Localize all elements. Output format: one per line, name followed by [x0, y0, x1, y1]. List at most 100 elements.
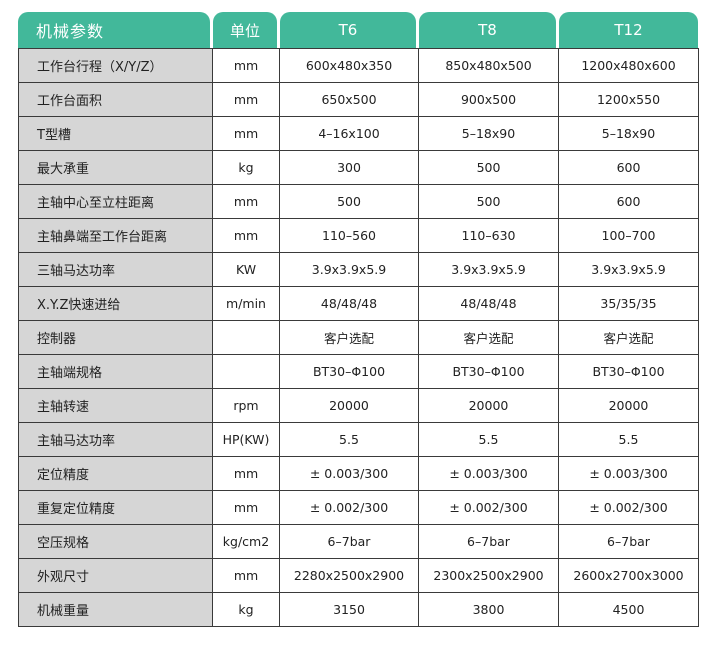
- table-row: 外观尺寸 mm 2280x2500x2900 2300x2500x2900 2600x2…: [18, 558, 699, 593]
- param-name: 定位精度: [18, 456, 213, 491]
- header-t8: T8: [419, 12, 556, 48]
- t12-value: 5.5: [558, 422, 699, 457]
- unit: mm: [212, 82, 280, 117]
- t12-value: 100–700: [558, 218, 699, 253]
- table-row: 主轴鼻端至工作台距离 mm 110–560 110–630 100–700: [18, 218, 699, 253]
- t8-value: 500: [418, 150, 559, 185]
- table-row: 控制器 客户选配 客户选配 客户选配: [18, 320, 699, 355]
- t8-value: 900x500: [418, 82, 559, 117]
- table-row: 工作台行程（X/Y/Z） mm 600x480x350 850x480x500 1200…: [18, 48, 699, 83]
- param-name: 最大承重: [18, 150, 213, 185]
- t8-value: 客户选配: [418, 320, 559, 355]
- t12-value: 3.9x3.9x5.9: [558, 252, 699, 287]
- t6-value: 3150: [279, 592, 419, 627]
- param-name: 工作台面积: [18, 82, 213, 117]
- t8-value: 48/48/48: [418, 286, 559, 321]
- t8-value: 5.5: [418, 422, 559, 457]
- unit: mm: [212, 48, 280, 83]
- t12-value: 2600x2700x3000: [558, 558, 699, 593]
- param-name: 机械重量: [18, 592, 213, 627]
- param-name: 主轴端规格: [18, 354, 213, 389]
- t12-value: 6–7bar: [558, 524, 699, 559]
- param-name: 空压规格: [18, 524, 213, 559]
- t12-value: 600: [558, 184, 699, 219]
- t12-value: 20000: [558, 388, 699, 423]
- header-parameter: 机械参数: [18, 12, 210, 48]
- param-name: 主轴转速: [18, 388, 213, 423]
- t6-value: ± 0.003/300: [279, 456, 419, 491]
- t8-value: BT30–Φ100: [418, 354, 559, 389]
- table-row: X.Y.Z快速进给 m/min 48/48/48 48/48/48 35/35/35: [18, 286, 699, 321]
- unit: rpm: [212, 388, 280, 423]
- t6-value: ± 0.002/300: [279, 490, 419, 525]
- t12-value: 4500: [558, 592, 699, 627]
- table-row: 主轴马达功率 HP(KW) 5.5 5.5 5.5: [18, 422, 699, 457]
- t6-value: 600x480x350: [279, 48, 419, 83]
- param-name: 主轴中心至立柱距离: [18, 184, 213, 219]
- unit: mm: [212, 116, 280, 151]
- t12-value: 600: [558, 150, 699, 185]
- unit: kg: [212, 592, 280, 627]
- t6-value: 650x500: [279, 82, 419, 117]
- unit: KW: [212, 252, 280, 287]
- table-header: 机械参数 单位 T6 T8 T12: [18, 12, 698, 48]
- t6-value: 2280x2500x2900: [279, 558, 419, 593]
- spec-table: 机械参数 单位 T6 T8 T12 工作台行程（X/Y/Z） mm 600x480x…: [18, 12, 699, 627]
- param-name: 三轴马达功率: [18, 252, 213, 287]
- t8-value: 110–630: [418, 218, 559, 253]
- unit: m/min: [212, 286, 280, 321]
- table-row: 最大承重 kg 300 500 600: [18, 150, 699, 185]
- t12-value: 1200x550: [558, 82, 699, 117]
- param-name: 外观尺寸: [18, 558, 213, 593]
- t8-value: ± 0.003/300: [418, 456, 559, 491]
- t6-value: 3.9x3.9x5.9: [279, 252, 419, 287]
- unit: mm: [212, 184, 280, 219]
- table-row: 重复定位精度 mm ± 0.002/300 ± 0.002/300 ± 0.002/30…: [18, 490, 699, 525]
- t6-value: 6–7bar: [279, 524, 419, 559]
- unit: kg: [212, 150, 280, 185]
- table-row: T型槽 mm 4–16x100 5–18x90 5–18x90: [18, 116, 699, 151]
- t6-value: 300: [279, 150, 419, 185]
- t6-value: 4–16x100: [279, 116, 419, 151]
- table-row: 三轴马达功率 KW 3.9x3.9x5.9 3.9x3.9x5.9 3.9x3.9x5.…: [18, 252, 699, 287]
- unit: HP(KW): [212, 422, 280, 457]
- table-row: 定位精度 mm ± 0.003/300 ± 0.003/300 ± 0.003/300: [18, 456, 699, 491]
- table-row: 机械重量 kg 3150 3800 4500: [18, 592, 699, 627]
- unit: mm: [212, 456, 280, 491]
- unit: kg/cm2: [212, 524, 280, 559]
- t8-value: 3800: [418, 592, 559, 627]
- unit: [212, 354, 280, 389]
- spec-body: 工作台行程（X/Y/Z） mm 600x480x350 850x480x500 1200…: [18, 48, 699, 627]
- header-t6: T6: [280, 12, 416, 48]
- t12-value: 5–18x90: [558, 116, 699, 151]
- param-name: X.Y.Z快速进给: [18, 286, 213, 321]
- table-row: 主轴转速 rpm 20000 20000 20000: [18, 388, 699, 423]
- t6-value: 500: [279, 184, 419, 219]
- t12-value: 35/35/35: [558, 286, 699, 321]
- t8-value: 5–18x90: [418, 116, 559, 151]
- t8-value: 3.9x3.9x5.9: [418, 252, 559, 287]
- t8-value: 6–7bar: [418, 524, 559, 559]
- unit: mm: [212, 490, 280, 525]
- t12-value: ± 0.002/300: [558, 490, 699, 525]
- t6-value: 5.5: [279, 422, 419, 457]
- table-row: 工作台面积 mm 650x500 900x500 1200x550: [18, 82, 699, 117]
- table-row: 空压规格 kg/cm2 6–7bar 6–7bar 6–7bar: [18, 524, 699, 559]
- t8-value: 20000: [418, 388, 559, 423]
- t6-value: 客户选配: [279, 320, 419, 355]
- t8-value: 850x480x500: [418, 48, 559, 83]
- unit: mm: [212, 218, 280, 253]
- param-name: T型槽: [18, 116, 213, 151]
- t6-value: 20000: [279, 388, 419, 423]
- t12-value: BT30–Φ100: [558, 354, 699, 389]
- param-name: 控制器: [18, 320, 213, 355]
- t8-value: 2300x2500x2900: [418, 558, 559, 593]
- header-t12: T12: [559, 12, 698, 48]
- t6-value: 48/48/48: [279, 286, 419, 321]
- unit: mm: [212, 558, 280, 593]
- param-name: 重复定位精度: [18, 490, 213, 525]
- param-name: 主轴马达功率: [18, 422, 213, 457]
- t6-value: 110–560: [279, 218, 419, 253]
- t12-value: 客户选配: [558, 320, 699, 355]
- t6-value: BT30–Φ100: [279, 354, 419, 389]
